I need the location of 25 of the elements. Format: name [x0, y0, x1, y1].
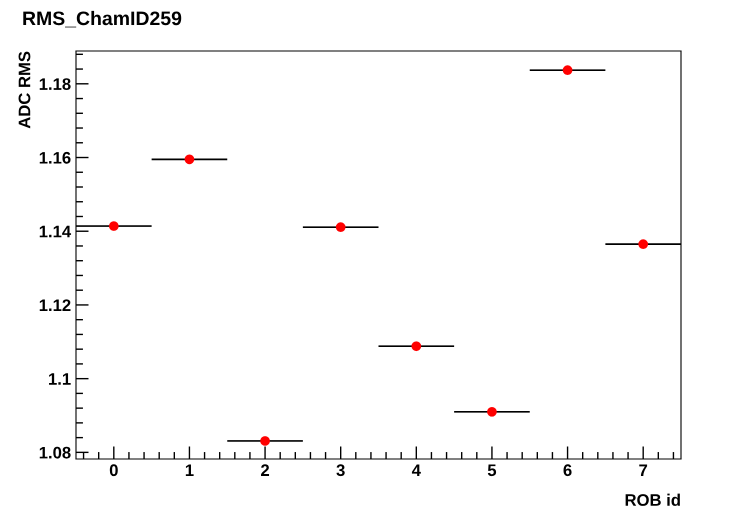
- point: [411, 341, 422, 352]
- chart-title: RMS_ChamID259: [23, 10, 182, 28]
- y-tick-label: 1.18: [40, 78, 71, 90]
- x-tick-label: 1: [186, 464, 194, 476]
- y-tick-label: 1.14: [40, 226, 72, 238]
- x-tick-label: 6: [564, 464, 572, 476]
- y-axis-title: ADC RMS: [18, 52, 30, 128]
- point: [487, 406, 497, 417]
- point: [108, 221, 119, 231]
- x-tick-label: 5: [488, 464, 496, 476]
- x-tick-label: 2: [261, 464, 270, 476]
- point: [184, 154, 194, 164]
- point: [336, 222, 346, 232]
- point: [638, 239, 648, 249]
- point: [562, 65, 572, 76]
- x-tick-label: 4: [412, 464, 421, 476]
- x-tick-label: 3: [336, 464, 345, 476]
- x-tick-label: 0: [110, 464, 118, 476]
- y-tick-label: 1.08: [40, 446, 71, 459]
- y-tick-label: 1.1: [49, 373, 71, 385]
- x-tick-label: 7: [639, 464, 648, 476]
- y-tick-label: 1.12: [40, 299, 70, 311]
- x-axis-title: ROB id: [626, 494, 680, 506]
- point: [260, 436, 270, 446]
- y-tick-label: 1.16: [40, 152, 71, 164]
